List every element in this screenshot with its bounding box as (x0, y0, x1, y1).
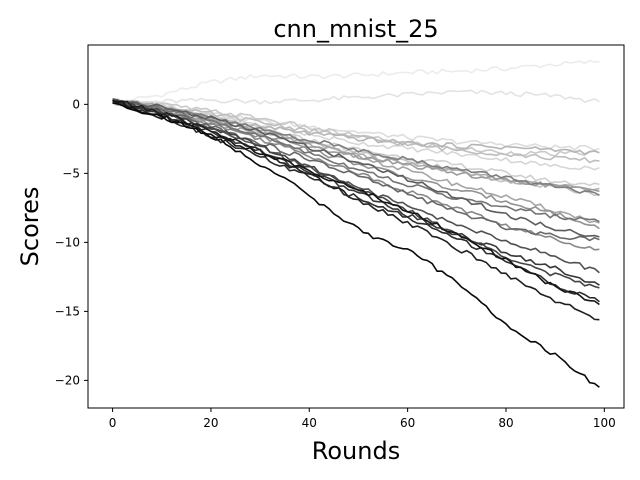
y-tick-label: −5 (62, 166, 80, 180)
x-tick-label: 80 (498, 416, 513, 430)
x-tick-label: 40 (302, 416, 317, 430)
x-tick-label: 0 (109, 416, 117, 430)
y-tick-label: 0 (72, 97, 80, 111)
series-layer (112, 59, 600, 388)
y-tick-label: −10 (55, 235, 80, 249)
series-line-2 (112, 89, 600, 106)
series-line-24 (112, 99, 600, 306)
y-axis-label: Scores (16, 187, 44, 267)
series-line-6 (112, 98, 600, 157)
x-axis: 0 20 40 60 80 100 (109, 408, 616, 430)
series-line-17 (112, 100, 600, 242)
y-tick-label: −15 (55, 304, 80, 318)
series-line-16 (112, 99, 600, 223)
x-tick-label: 100 (593, 416, 616, 430)
x-tick-label: 60 (400, 416, 415, 430)
series-line-25 (112, 102, 600, 388)
x-axis-label: Rounds (312, 437, 400, 465)
y-axis: 0 −5 −10 −15 −20 (55, 97, 88, 387)
x-tick-label: 20 (203, 416, 218, 430)
y-tick-label: −20 (55, 373, 80, 387)
plot-frame (87, 44, 625, 409)
series-line-1 (112, 59, 600, 104)
series-line-13 (112, 100, 600, 230)
series-line-8 (112, 98, 600, 164)
series-line-3 (112, 99, 600, 152)
chart-title: cnn_mnist_25 (273, 15, 438, 43)
series-line-23 (112, 99, 600, 321)
series-line-20 (112, 99, 600, 289)
series-line-18 (112, 98, 600, 238)
series-line-21 (112, 101, 600, 286)
series-line-15 (112, 100, 600, 197)
